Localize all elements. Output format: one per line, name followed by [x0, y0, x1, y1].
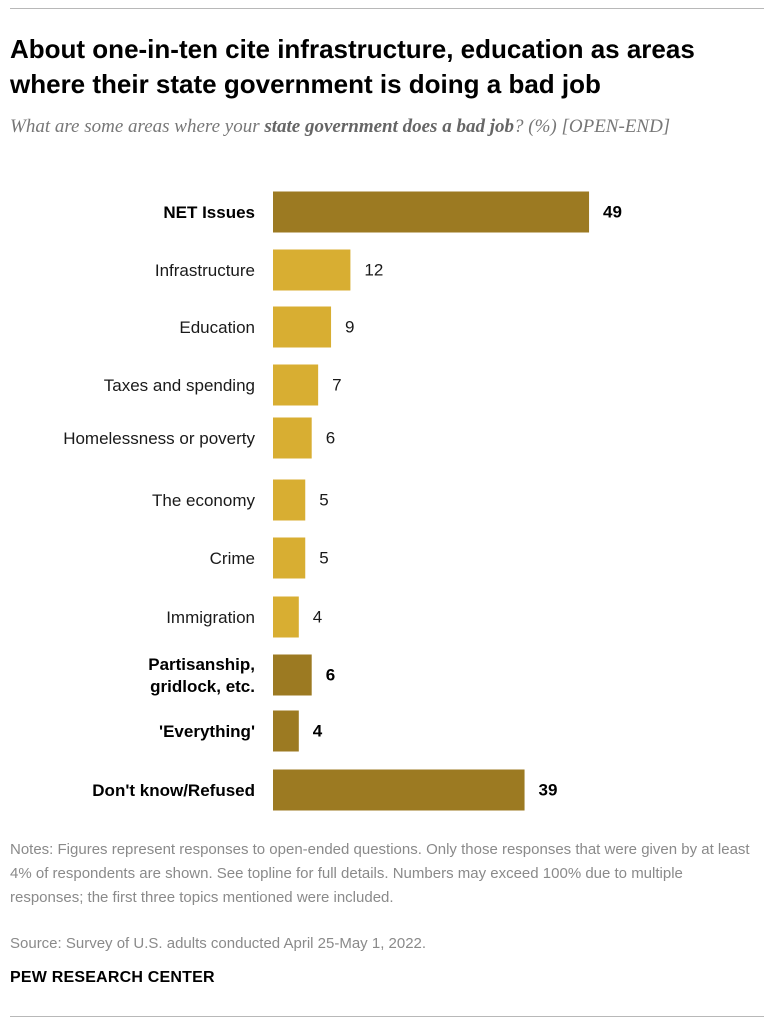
category-label: Immigration	[166, 608, 255, 627]
chart-notes: Notes: Figures represent responses to op…	[10, 841, 750, 906]
bar-chart: NET Issues 49 Infrastructure 12 Education 9 Ta…	[63, 191, 622, 811]
value-label: 12	[364, 261, 383, 280]
subtitle-text-emphasis: state government does a bad job	[264, 116, 514, 137]
value-label: 5	[319, 549, 328, 568]
bar	[273, 537, 306, 579]
category-label: NET Issues	[163, 203, 255, 222]
bar	[273, 654, 312, 696]
bottom-rule	[10, 1016, 764, 1017]
bar	[273, 249, 351, 291]
value-label: 5	[319, 491, 328, 510]
value-label: 7	[332, 376, 341, 395]
category-label: Crime	[210, 549, 255, 568]
bar	[273, 191, 590, 233]
category-label: Homelessness or poverty	[63, 429, 255, 448]
bar	[273, 417, 312, 459]
value-label: 4	[313, 722, 323, 741]
category-label: Partisanship, gridlock, etc.	[148, 655, 255, 696]
bar	[273, 479, 306, 521]
value-label: 4	[313, 608, 322, 627]
bar	[273, 364, 319, 406]
bar	[273, 596, 299, 638]
category-label: Infrastructure	[155, 261, 255, 280]
value-label: 6	[326, 429, 335, 448]
value-label: 39	[539, 781, 558, 800]
bar	[273, 710, 299, 752]
category-label: The economy	[152, 491, 255, 510]
category-label: Education	[179, 318, 255, 337]
category-label: 'Everything'	[159, 722, 255, 741]
subtitle-text-end: ? (%) [OPEN-END]	[514, 116, 671, 137]
chart-subtitle: What are some areas where your state gov…	[10, 112, 770, 142]
value-label: 49	[603, 203, 622, 222]
bar	[273, 306, 332, 348]
brand-logo-text: PEW RESEARCH CENTER	[10, 969, 215, 986]
top-rule	[10, 8, 764, 9]
value-label: 6	[326, 666, 335, 685]
bar	[273, 769, 525, 811]
category-label: Don't know/Refused	[92, 781, 255, 800]
chart-title: About one-in-ten cite infrastructure, ed…	[10, 34, 695, 99]
value-label: 9	[345, 318, 354, 337]
category-label: Taxes and spending	[104, 376, 255, 395]
chart-source: Source: Survey of U.S. adults conducted …	[10, 935, 427, 952]
subtitle-text-start: What are some areas where your	[10, 116, 265, 137]
